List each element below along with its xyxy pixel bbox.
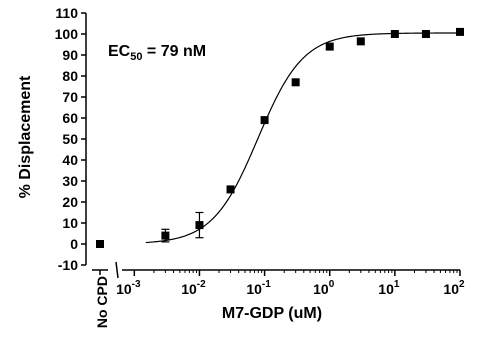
data-point bbox=[325, 42, 334, 51]
data-point bbox=[356, 37, 365, 46]
ec50-annotation-sub: 50 bbox=[130, 51, 142, 63]
y-tick-label: 70 bbox=[62, 89, 78, 105]
y-tick-label: 100 bbox=[55, 26, 79, 42]
y-tick-label: 30 bbox=[62, 173, 78, 189]
fit-curve bbox=[145, 32, 460, 244]
x-tick-label: 10-3 bbox=[116, 279, 141, 297]
y-tick-label: 90 bbox=[62, 47, 78, 63]
data-points bbox=[96, 27, 464, 248]
y-tick-label: 20 bbox=[62, 194, 78, 210]
y-tick-label: 40 bbox=[62, 152, 78, 168]
y-tick-label: 0 bbox=[70, 236, 78, 252]
y-tick-label: 60 bbox=[62, 110, 78, 126]
axis-break-mark bbox=[115, 261, 119, 279]
x-tick-label: 102 bbox=[443, 279, 465, 297]
ec50-annotation: EC50 = 79 nM bbox=[108, 43, 206, 63]
data-point bbox=[195, 221, 204, 230]
x-tick-label: 100 bbox=[313, 279, 335, 297]
data-point bbox=[456, 27, 464, 36]
x-axis-title: M7-GDP (uM) bbox=[222, 305, 322, 322]
data-point bbox=[291, 78, 300, 87]
x-tick-label: 10-1 bbox=[246, 279, 271, 297]
ec50-annotation-main: EC bbox=[108, 43, 131, 60]
y-axis-title: % Displacement bbox=[17, 75, 34, 198]
x-tick-label: 10-2 bbox=[181, 279, 206, 297]
ec50-annotation-value: = 79 nM bbox=[142, 43, 206, 60]
y-tick-label: 80 bbox=[62, 68, 78, 84]
control-tick-label: No CPD bbox=[94, 276, 110, 328]
y-tick-label: 10 bbox=[62, 215, 78, 231]
y-tick-label: -10 bbox=[58, 257, 78, 273]
control-point bbox=[96, 240, 104, 248]
y-tick-label: 110 bbox=[55, 5, 78, 21]
data-point bbox=[260, 116, 269, 125]
data-point bbox=[421, 30, 430, 38]
data-point bbox=[226, 185, 235, 194]
data-point bbox=[390, 30, 399, 38]
y-axis: -10 0 10 20 30 40 50 60 70 80 90 100 110 bbox=[55, 5, 87, 273]
x-tick-label: 101 bbox=[378, 279, 400, 297]
x-axis: 10-3 10-2 10-1 100 101 102 bbox=[92, 261, 465, 297]
y-tick-label: 50 bbox=[62, 131, 78, 147]
data-point bbox=[161, 231, 170, 240]
